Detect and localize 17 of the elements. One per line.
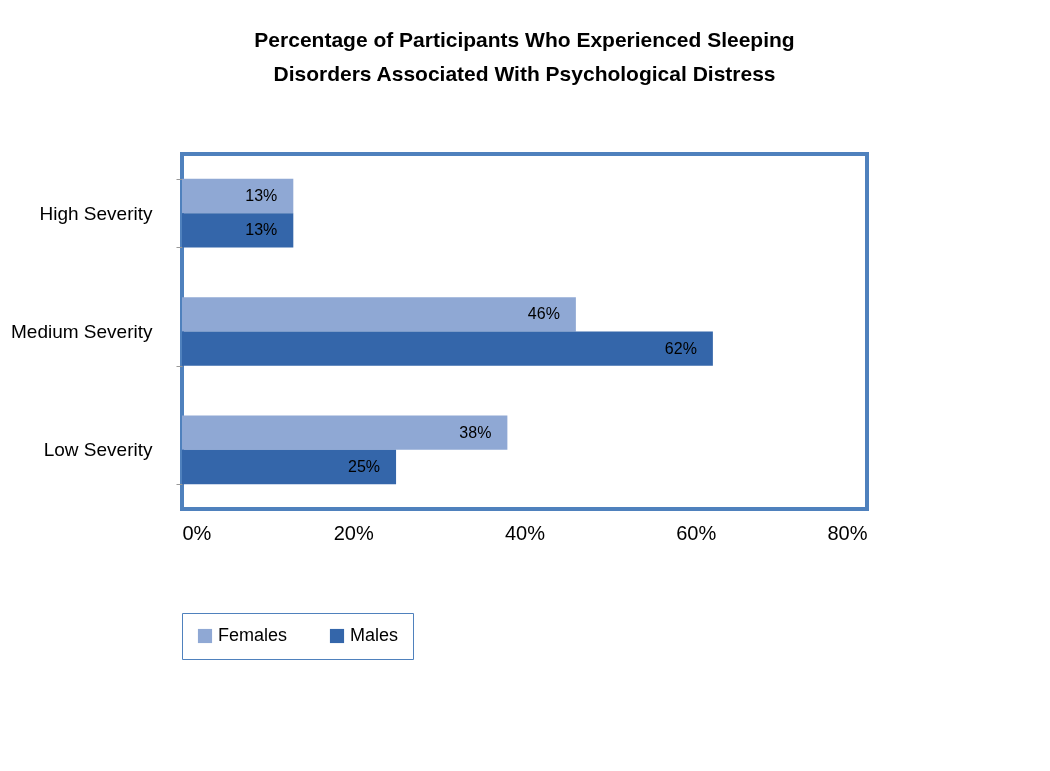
- data-label: 46%: [527, 305, 560, 323]
- x-tick-label: 60%: [676, 521, 717, 544]
- x-tick-label: 40%: [504, 521, 546, 544]
- y-tick-label: High Severity: [39, 202, 153, 224]
- chart-title: Percentage of Participants Who Experienced Sleeping Disorders Associated With Psychological Distress: [254, 28, 795, 85]
- y-tick-label: Low Severity: [43, 439, 153, 461]
- y-tick-label: Medium Severity: [11, 321, 153, 342]
- data-label: 13%: [245, 187, 278, 205]
- x-tick-label: 20%: [333, 521, 374, 544]
- legend-label: Males: [350, 625, 399, 645]
- data-label: 13%: [245, 221, 278, 239]
- legend-label: Females: [218, 625, 288, 645]
- data-label: 25%: [348, 457, 381, 475]
- x-tick-label: 0%: [182, 521, 212, 544]
- x-tick-label: 80%: [827, 521, 868, 544]
- data-label: 38%: [459, 423, 492, 441]
- data-label: 62%: [664, 339, 697, 357]
